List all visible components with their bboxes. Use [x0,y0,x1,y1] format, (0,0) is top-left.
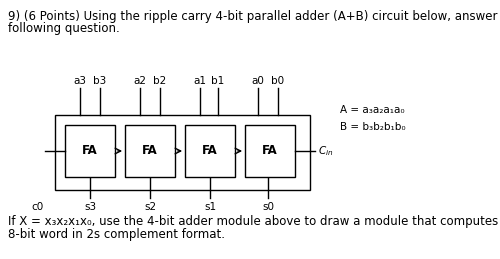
Bar [125,125,175,177]
Text: b2: b2 [154,76,166,86]
Bar [65,125,115,177]
Text: $C_{in}$: $C_{in}$ [318,144,334,158]
Text: a1: a1 [194,76,206,86]
Text: FA: FA [262,145,278,157]
Text: FA: FA [82,145,98,157]
Text: c0: c0 [32,202,44,212]
Text: s1: s1 [204,202,216,212]
Text: s0: s0 [262,202,274,212]
Text: s3: s3 [84,202,96,212]
Text: a3: a3 [74,76,86,86]
Bar [185,125,235,177]
Bar [245,125,295,177]
Text: A = a₃a₂a₁a₀: A = a₃a₂a₁a₀ [340,105,404,115]
Text: 9) (6 Points) Using the ripple carry 4-bit parallel adder (A+B) circuit below, a: 9) (6 Points) Using the ripple carry 4-b… [8,10,500,23]
Text: If X = x₃x₂x₁x₀, use the 4-bit adder module above to draw a module that computes: If X = x₃x₂x₁x₀, use the 4-bit adder mod… [8,215,500,228]
Text: s2: s2 [144,202,156,212]
Text: b0: b0 [272,76,284,86]
Text: b1: b1 [212,76,224,86]
Text: FA: FA [142,145,158,157]
Text: b3: b3 [94,76,106,86]
Text: 8-bit word in 2s complement format.: 8-bit word in 2s complement format. [8,228,225,241]
Text: following question.: following question. [8,22,120,35]
Text: a2: a2 [134,76,146,86]
Text: FA: FA [202,145,218,157]
Text: B = b₃b₂b₁b₀: B = b₃b₂b₁b₀ [340,122,406,132]
Bar [55,115,310,190]
Text: a0: a0 [252,76,264,86]
